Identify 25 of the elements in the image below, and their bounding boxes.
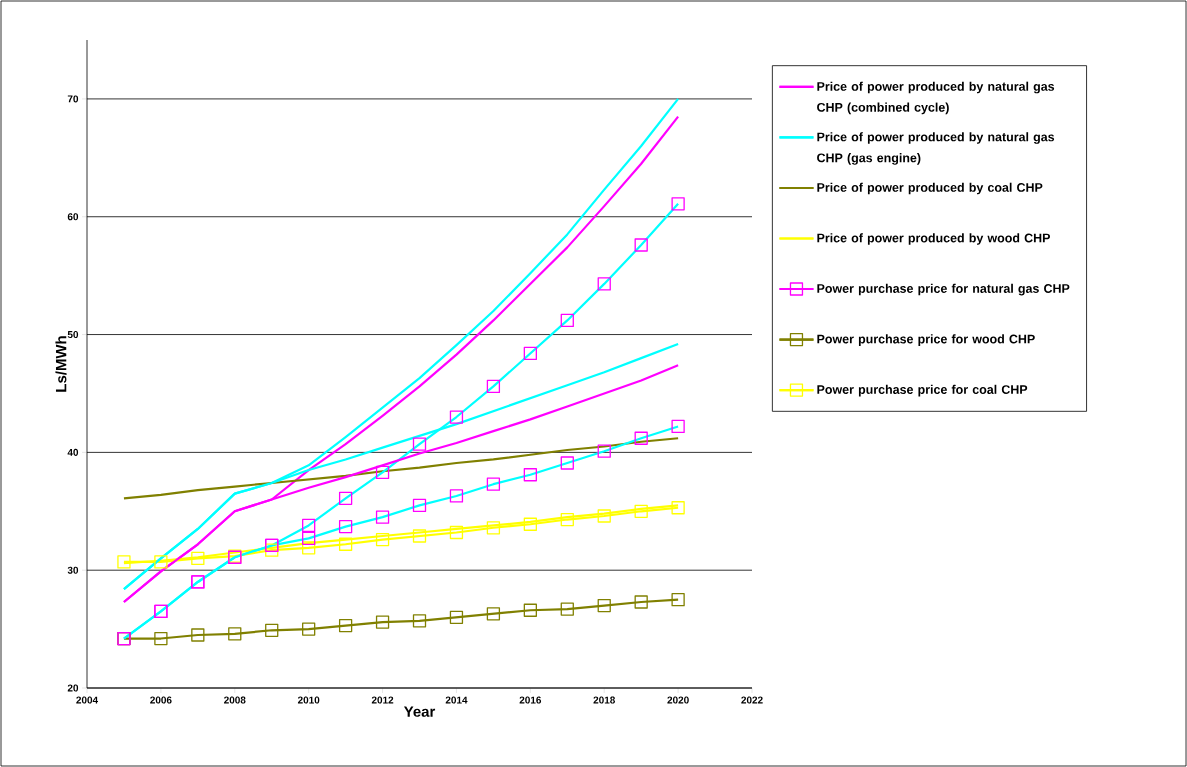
legend-label: Price of power produced by wood CHP xyxy=(817,233,1050,245)
y-tick-label: 20 xyxy=(67,684,79,692)
x-tick-label: 2022 xyxy=(741,696,763,704)
x-tick-label: 2006 xyxy=(150,696,172,704)
x-tick-label: 2010 xyxy=(297,696,320,704)
y-axis-title: Ls/MWh xyxy=(55,336,67,392)
legend-label: Power purchase price for natural gas CHP xyxy=(817,283,1070,296)
legend-label: Power purchase price for wood CHP xyxy=(817,334,1035,346)
y-tick-label: 60 xyxy=(67,213,79,221)
x-tick-label: 2012 xyxy=(371,696,394,704)
x-tick-label: 2008 xyxy=(224,696,246,704)
legend-label: Price of power produced by coal CHP xyxy=(817,182,1043,195)
x-tick-label: 2016 xyxy=(519,696,542,704)
legend-label: Power purchase price for coal CHP xyxy=(817,384,1028,397)
y-tick-label: 50 xyxy=(67,331,79,339)
x-tick-label: 2020 xyxy=(667,696,689,704)
x-tick-label: 2018 xyxy=(593,696,615,704)
x-axis-title: Year xyxy=(403,706,436,717)
legend-label: Price of power produced by natural gas CHP (combined cycle) xyxy=(817,81,1055,115)
y-tick-label: 70 xyxy=(67,95,79,103)
y-tick-label: 30 xyxy=(67,566,79,574)
x-tick-label: 2014 xyxy=(445,696,468,704)
y-tick-label: 40 xyxy=(67,448,79,456)
legend-label: Price of power produced by natural gas CHP (gas engine) xyxy=(817,132,1055,165)
x-tick-label: 2004 xyxy=(76,696,99,704)
